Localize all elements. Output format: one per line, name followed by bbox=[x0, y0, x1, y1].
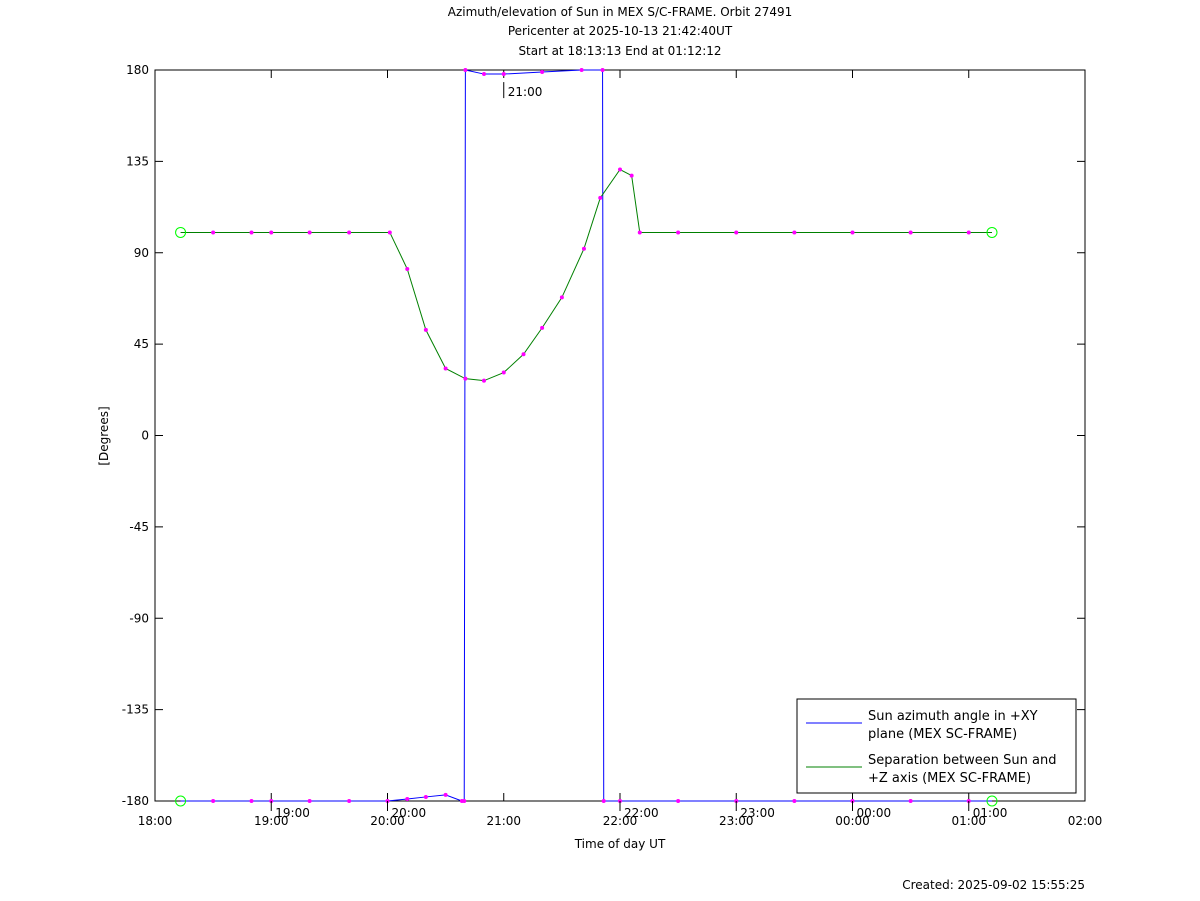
x-tick-label: 19:00 bbox=[254, 814, 289, 828]
endpoint-marker bbox=[175, 795, 187, 807]
point-marker bbox=[559, 295, 564, 300]
point-marker bbox=[423, 794, 428, 799]
point-marker bbox=[269, 230, 274, 235]
point-marker bbox=[462, 799, 467, 803]
x-tick-label: 23:00 bbox=[719, 814, 754, 828]
point-marker bbox=[850, 230, 855, 235]
x-axis-label: Time of day UT bbox=[574, 837, 666, 851]
y-tick-label: 180 bbox=[126, 63, 149, 77]
chart-subtitle: Pericenter at 2025-10-13 21:42:40UT bbox=[508, 24, 733, 38]
plot-frame bbox=[154, 69, 1086, 802]
point-marker bbox=[629, 173, 634, 178]
y-tick-label: 0 bbox=[141, 429, 149, 443]
legend-box bbox=[796, 698, 1077, 794]
point-marker bbox=[481, 378, 486, 383]
x-tick-label: 02:00 bbox=[1068, 814, 1103, 828]
point-marker bbox=[501, 72, 506, 77]
point-marker bbox=[601, 799, 606, 803]
point-marker bbox=[966, 230, 971, 235]
point-marker bbox=[347, 799, 352, 803]
point-marker bbox=[501, 370, 506, 375]
point-marker bbox=[249, 230, 254, 235]
point-marker bbox=[387, 230, 392, 235]
endpoint-marker bbox=[986, 226, 998, 238]
point-marker bbox=[540, 325, 545, 330]
point-marker bbox=[423, 327, 428, 332]
series-line bbox=[180, 69, 992, 802]
point-marker bbox=[618, 167, 622, 172]
x-tick-label: 21:00 bbox=[486, 814, 521, 828]
y-tick-label: 45 bbox=[134, 337, 149, 351]
endpoint-marker bbox=[986, 795, 998, 807]
point-marker bbox=[521, 352, 526, 357]
chart-title: Azimuth/elevation of Sun in MEX S/C-FRAM… bbox=[448, 5, 793, 19]
x-tick-label: 20:00 bbox=[370, 814, 405, 828]
series-line bbox=[180, 168, 992, 382]
point-marker bbox=[581, 246, 586, 251]
annotation: 01:00 bbox=[973, 806, 1008, 820]
point-marker bbox=[579, 68, 584, 72]
y-axis-label: [Degrees] bbox=[97, 406, 111, 465]
point-marker bbox=[443, 366, 448, 371]
point-marker bbox=[347, 230, 352, 235]
annotation: 23:00 bbox=[740, 806, 775, 820]
y-tick-label: -135 bbox=[122, 703, 149, 717]
point-marker bbox=[637, 230, 642, 235]
x-tick-label: 22:00 bbox=[603, 814, 638, 828]
x-tick-label: 18:00 bbox=[138, 814, 173, 828]
point-marker bbox=[908, 799, 913, 803]
y-tick-label: -45 bbox=[129, 520, 149, 534]
point-marker bbox=[676, 230, 681, 235]
point-marker bbox=[211, 799, 216, 803]
point-marker bbox=[734, 230, 739, 235]
point-marker bbox=[405, 266, 410, 271]
point-marker bbox=[792, 799, 797, 803]
point-marker bbox=[249, 799, 254, 803]
point-marker bbox=[307, 230, 312, 235]
annotation: 19:00 bbox=[275, 806, 310, 820]
endpoint-marker bbox=[175, 226, 187, 238]
legend-entry: Separation between Sun and +Z axis (MEX … bbox=[868, 753, 1057, 786]
point-marker bbox=[463, 376, 468, 381]
annotation: 00:00 bbox=[857, 806, 892, 820]
chart-subtitle: Start at 18:13:13 End at 01:12:12 bbox=[518, 44, 721, 58]
point-marker bbox=[463, 68, 468, 72]
point-marker bbox=[405, 796, 410, 801]
y-tick-label: 135 bbox=[126, 154, 149, 168]
y-tick-label: -180 bbox=[122, 794, 149, 808]
annotation: 22:00 bbox=[624, 806, 659, 820]
point-marker bbox=[307, 799, 312, 803]
point-marker bbox=[908, 230, 913, 235]
point-marker bbox=[676, 799, 681, 803]
x-tick-label: 01:00 bbox=[951, 814, 986, 828]
point-marker bbox=[600, 68, 605, 72]
legend-entry: Sun azimuth angle in +XY plane (MEX SC-F… bbox=[868, 709, 1038, 742]
point-marker bbox=[792, 230, 797, 235]
footer: Created: 2025-09-02 15:55:25 bbox=[902, 878, 1085, 892]
y-tick-label: -90 bbox=[129, 611, 149, 625]
point-marker bbox=[211, 230, 216, 235]
point-marker bbox=[598, 195, 603, 200]
x-tick-label: 00:00 bbox=[835, 814, 870, 828]
annotation: 21:00 bbox=[508, 85, 543, 99]
annotation: 20:00 bbox=[392, 806, 427, 820]
point-marker bbox=[481, 72, 486, 77]
point-marker bbox=[540, 70, 545, 75]
y-tick-label: 90 bbox=[134, 246, 149, 260]
point-marker bbox=[443, 792, 448, 797]
